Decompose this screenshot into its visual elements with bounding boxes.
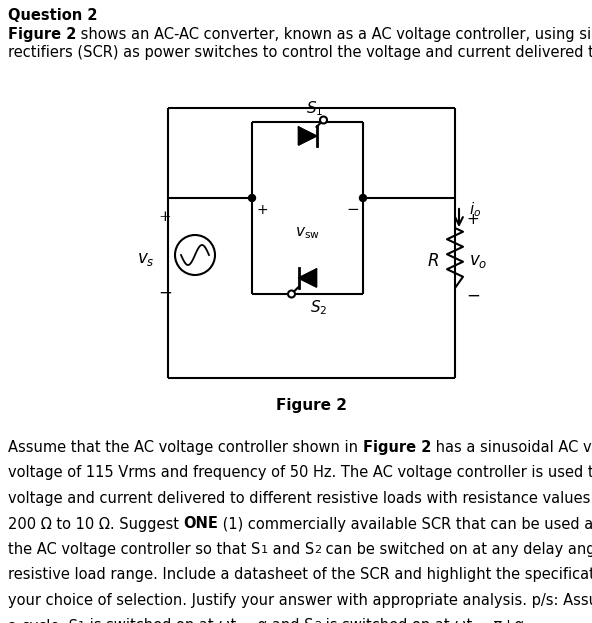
Text: 2: 2 [314, 545, 321, 555]
Text: (1) commercially available SCR that can be used as S: (1) commercially available SCR that can … [218, 516, 592, 531]
Text: $v_\mathrm{sw}$: $v_\mathrm{sw}$ [295, 225, 320, 241]
Text: 2: 2 [314, 621, 321, 623]
Text: your choice of selection. Justify your answer with appropriate analysis. p/s: As: your choice of selection. Justify your a… [8, 593, 592, 608]
Text: Figure 2: Figure 2 [8, 27, 76, 42]
Text: 1: 1 [260, 545, 268, 555]
Text: $S_1$: $S_1$ [305, 99, 323, 118]
Text: Figure 2: Figure 2 [276, 398, 347, 413]
Text: can be switched on at any delay angle for the entire: can be switched on at any delay angle fo… [321, 542, 592, 557]
Text: −: − [158, 285, 172, 302]
Text: Question 2: Question 2 [8, 8, 98, 23]
Text: ONE: ONE [184, 516, 218, 531]
Text: is switched on at ωt = π+α.: is switched on at ωt = π+α. [321, 619, 529, 623]
Text: Figure 2: Figure 2 [363, 440, 431, 455]
Text: has a sinusoidal AC voltage source with: has a sinusoidal AC voltage source with [431, 440, 592, 455]
Text: −: − [466, 287, 480, 305]
Circle shape [288, 290, 295, 298]
Text: $v_s$: $v_s$ [137, 252, 155, 269]
Text: resistive load range. Include a datasheet of the SCR and highlight the specifica: resistive load range. Include a datashee… [8, 568, 592, 583]
Circle shape [320, 117, 327, 123]
Text: +: + [256, 203, 268, 217]
Text: $i_o$: $i_o$ [469, 200, 481, 219]
Text: $S_2$: $S_2$ [310, 298, 327, 316]
Text: +: + [466, 212, 480, 227]
Text: Assume that the AC voltage controller shown in: Assume that the AC voltage controller sh… [8, 440, 363, 455]
Text: a cycle, S: a cycle, S [8, 619, 78, 623]
Text: rectifiers (SCR) as power switches to control the voltage and current delivered : rectifiers (SCR) as power switches to co… [8, 45, 592, 60]
Circle shape [359, 194, 366, 201]
Text: −: − [347, 202, 359, 217]
Text: 1: 1 [78, 621, 85, 623]
Text: +: + [159, 210, 171, 224]
Polygon shape [298, 269, 317, 287]
Text: voltage and current delivered to different resistive loads with resistance value: voltage and current delivered to differe… [8, 491, 592, 506]
Text: the AC voltage controller so that S: the AC voltage controller so that S [8, 542, 260, 557]
Text: is switched on at ωt = α and S: is switched on at ωt = α and S [85, 619, 314, 623]
Text: 200 Ω to 10 Ω. Suggest: 200 Ω to 10 Ω. Suggest [8, 516, 184, 531]
Text: voltage of 115 Vrms and frequency of 50 Hz. The AC voltage controller is used to: voltage of 115 Vrms and frequency of 50 … [8, 465, 592, 480]
Text: $v_o$: $v_o$ [469, 252, 487, 270]
Polygon shape [298, 127, 317, 145]
Circle shape [249, 194, 256, 201]
Text: and S: and S [268, 542, 314, 557]
Text: shows an AC-AC converter, known as a AC voltage controller, using silicon-contro: shows an AC-AC converter, known as a AC … [76, 27, 592, 42]
Text: $R$: $R$ [427, 252, 439, 270]
